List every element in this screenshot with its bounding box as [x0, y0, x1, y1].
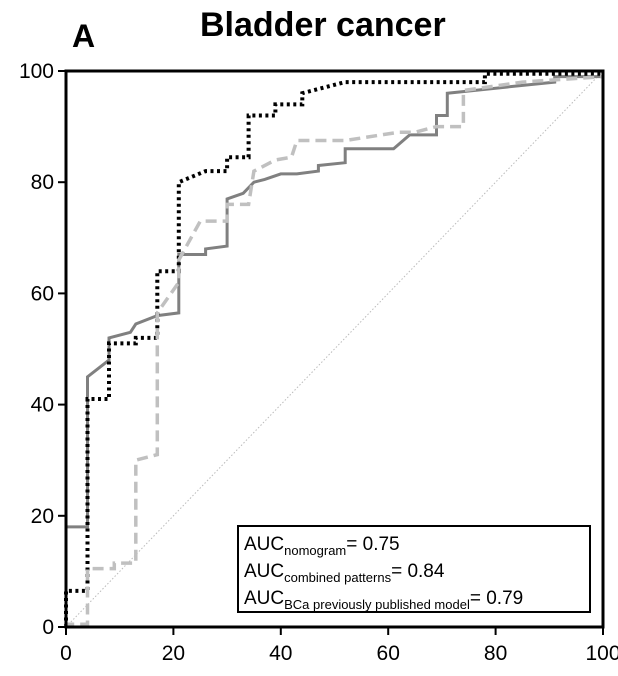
- x-tick-label: 40: [269, 642, 292, 665]
- ticks-layer: 0 20 40 60 80 100 0 20 40 60 80 100: [19, 60, 618, 665]
- legend: AUCnomogram= 0.75 AUCcombined patterns= 0…: [237, 525, 591, 613]
- legend-box: [237, 525, 591, 613]
- series-line-nomogram: [64, 75, 603, 627]
- y-tick-label: 40: [31, 394, 54, 417]
- series-layer: [64, 71, 604, 627]
- reference-diagonal: [65, 70, 604, 628]
- legend-entry: AUCBCa previously published model= 0.79: [244, 588, 523, 612]
- series-line-bca-previously-published-model: [64, 74, 604, 627]
- y-tick-label: 60: [31, 282, 54, 305]
- x-tick-label: 100: [585, 642, 618, 665]
- x-tick-label: 60: [377, 642, 400, 665]
- panel-label: A: [72, 18, 96, 54]
- y-tick-label: 0: [42, 616, 54, 639]
- y-tick-label: 20: [31, 505, 54, 528]
- y-tick-label: 80: [31, 171, 54, 194]
- reference-layer: [65, 70, 604, 628]
- plot-frame: [64, 69, 605, 629]
- chart-title: Bladder cancer: [200, 6, 446, 44]
- legend-entry: AUCcombined patterns= 0.84: [244, 561, 445, 585]
- series-line-combined-patterns: [64, 71, 603, 627]
- y-tick-label: 100: [19, 60, 54, 83]
- legend-entry: AUCnomogram= 0.75: [244, 534, 400, 558]
- x-tick-label: 20: [162, 642, 185, 665]
- x-tick-label: 0: [60, 642, 72, 665]
- x-tick-label: 80: [484, 642, 507, 665]
